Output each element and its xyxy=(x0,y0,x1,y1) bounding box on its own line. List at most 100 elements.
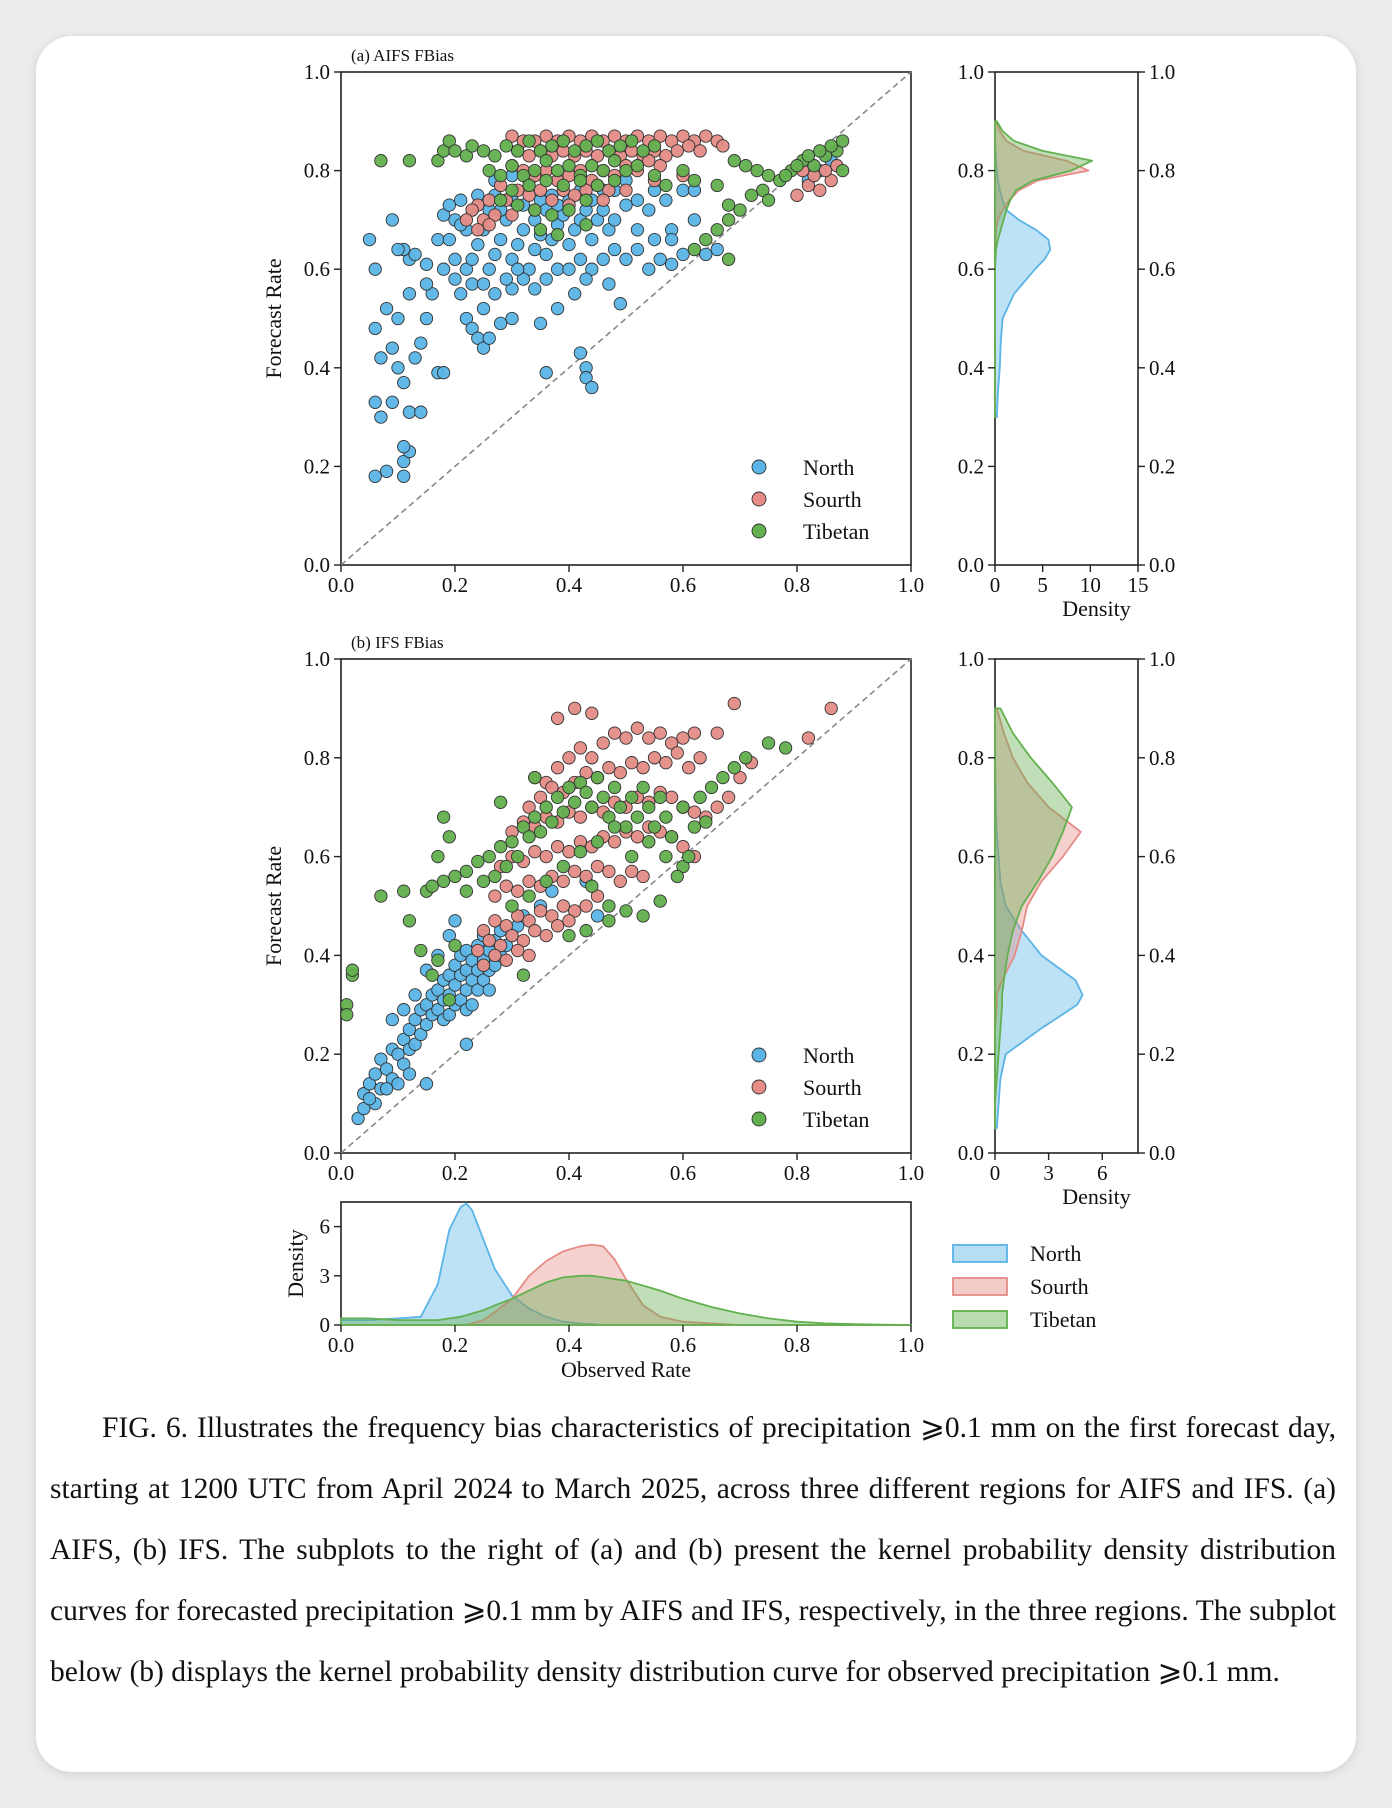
data-point-tibetan xyxy=(340,1008,354,1022)
data-point-sourth xyxy=(539,928,553,943)
data-point-north xyxy=(454,287,468,301)
data-point-north xyxy=(431,232,445,247)
data-point-sourth xyxy=(818,163,833,178)
data-point-north xyxy=(505,311,519,326)
y-tick-label: 0.0 xyxy=(958,1141,984,1165)
data-point-sourth xyxy=(539,129,553,143)
data-point-sourth xyxy=(596,193,610,207)
data-point-north xyxy=(414,336,428,350)
data-point-sourth xyxy=(625,756,639,770)
x-axis-label: Observed Rate xyxy=(561,1357,691,1382)
legend-label-tibetan: Tibetan xyxy=(803,1107,869,1132)
legend-label-sourth: Sourth xyxy=(803,1075,862,1100)
data-point-sourth xyxy=(682,761,696,775)
data-point-sourth xyxy=(602,761,616,775)
data-point-north xyxy=(647,232,662,247)
data-point-tibetan xyxy=(727,154,741,168)
data-point-north xyxy=(539,272,553,286)
data-point-tibetan xyxy=(659,810,673,824)
data-point-north xyxy=(362,1077,377,1091)
data-point-tibetan xyxy=(682,849,696,864)
y-tick-label: 0.0 xyxy=(958,553,984,577)
data-point-north xyxy=(408,1012,422,1027)
data-point-north xyxy=(385,395,399,409)
data-point-north xyxy=(630,223,645,237)
data-point-sourth xyxy=(579,899,593,913)
data-point-north xyxy=(357,1101,371,1116)
data-point-tibetan xyxy=(721,198,736,212)
data-point-sourth xyxy=(482,933,496,948)
data-point-north xyxy=(442,1008,456,1022)
data-point-sourth xyxy=(505,208,519,222)
data-point-tibetan xyxy=(699,815,713,829)
x-tick-label: 0.8 xyxy=(784,1333,810,1357)
series-tibetan xyxy=(340,736,793,1022)
data-point-north xyxy=(516,223,531,237)
y-tick-label: 0.4 xyxy=(958,356,985,380)
data-point-tibetan xyxy=(607,820,622,834)
data-point-tibetan xyxy=(579,193,593,207)
x-tick-label: 0 xyxy=(990,573,1001,597)
data-point-tibetan xyxy=(835,163,850,178)
data-point-north xyxy=(419,998,434,1012)
data-point-sourth xyxy=(693,751,707,765)
data-point-north xyxy=(459,262,474,276)
data-point-sourth xyxy=(676,840,690,854)
data-point-north xyxy=(493,316,508,331)
data-point-north xyxy=(385,1012,399,1027)
data-point-north xyxy=(385,213,399,227)
observed-density-panel: 0.0 0.2 0.4 0.6 0.8 1.0 0 3 6 Observed Rate Densit… xyxy=(283,1201,924,1382)
data-point-tibetan xyxy=(790,159,804,173)
data-point-sourth xyxy=(653,129,667,143)
data-point-tibetan xyxy=(482,163,496,178)
data-point-tibetan xyxy=(442,993,456,1007)
data-point-north xyxy=(397,1003,411,1017)
y-tick-label-right: 0.4 xyxy=(1149,943,1176,967)
y-tick-label-right: 0.4 xyxy=(1149,356,1176,380)
data-point-sourth xyxy=(505,928,519,943)
y-tick-label: 0.0 xyxy=(304,1141,330,1165)
data-point-north xyxy=(351,1111,365,1126)
data-point-tibetan xyxy=(824,139,838,153)
data-point-tibetan xyxy=(761,168,776,183)
data-point-north xyxy=(505,282,519,296)
data-point-sourth xyxy=(522,149,536,163)
data-point-sourth xyxy=(465,203,479,217)
data-point-tibetan xyxy=(522,830,536,844)
data-point-tibetan xyxy=(556,859,570,874)
data-point-tibetan xyxy=(425,879,439,893)
data-point-sourth xyxy=(533,790,548,804)
data-point-north xyxy=(465,277,479,291)
data-point-tibetan xyxy=(613,800,627,814)
data-point-north xyxy=(397,1057,411,1071)
data-point-north xyxy=(476,301,491,316)
y-tick-label: 0.2 xyxy=(958,1042,984,1066)
data-point-tibetan xyxy=(676,859,690,874)
data-point-sourth xyxy=(556,899,570,913)
x-tick-label: 1.0 xyxy=(898,1161,924,1185)
data-point-tibetan xyxy=(670,869,684,884)
data-point-tibetan xyxy=(573,775,588,790)
data-point-north xyxy=(516,272,531,286)
data-point-north xyxy=(425,287,439,301)
legend-marker-north xyxy=(751,1047,767,1063)
x-tick-label: 0.8 xyxy=(784,573,810,597)
data-point-sourth xyxy=(619,731,633,745)
data-point-north xyxy=(619,252,633,266)
data-point-tibetan xyxy=(602,144,616,158)
data-point-north xyxy=(476,973,491,987)
y-tick-label-right: 0.8 xyxy=(1149,159,1175,183)
y-tick-label: 0.2 xyxy=(958,454,984,478)
data-point-tibetan xyxy=(602,914,616,928)
data-point-north xyxy=(579,272,593,286)
data-point-north xyxy=(476,277,491,291)
data-point-north xyxy=(539,366,553,380)
data-point-sourth xyxy=(568,864,582,879)
data-point-tibetan xyxy=(499,859,513,874)
data-point-tibetan xyxy=(374,889,388,903)
data-point-sourth xyxy=(813,183,827,197)
data-point-tibetan xyxy=(590,770,605,785)
x-tick-label: 3 xyxy=(1043,1161,1054,1185)
data-point-tibetan xyxy=(493,168,508,183)
y-tick-label: 0.2 xyxy=(304,454,330,478)
